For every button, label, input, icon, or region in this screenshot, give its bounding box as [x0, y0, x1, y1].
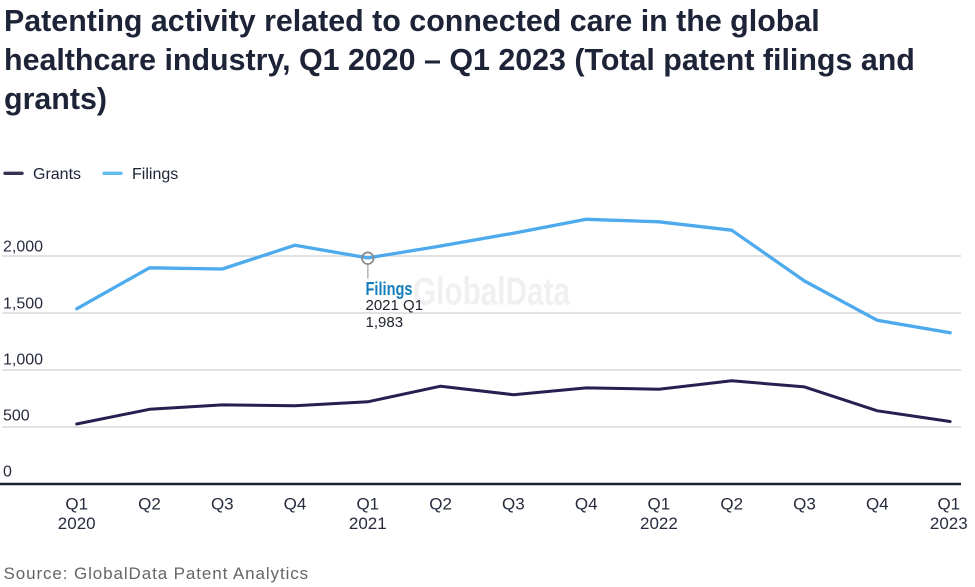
svg-text:Q4: Q4: [575, 495, 598, 514]
svg-text:Grants: Grants: [33, 166, 81, 183]
svg-text:Q3: Q3: [793, 495, 816, 514]
svg-text:2022: 2022: [640, 514, 678, 533]
svg-text:2,000: 2,000: [3, 239, 43, 256]
svg-text:Q2: Q2: [720, 495, 743, 514]
svg-text:2021: 2021: [349, 514, 387, 533]
svg-text:Patenting activity related to: Patenting activity related to connected …: [4, 4, 820, 38]
svg-text:Q1: Q1: [356, 495, 379, 514]
svg-text:1,000: 1,000: [3, 352, 43, 369]
svg-text:1,983: 1,983: [366, 314, 404, 331]
svg-text:healthcare industry, Q1 2020 –: healthcare industry, Q1 2020 – Q1 2023 (…: [4, 43, 915, 77]
svg-text:Q4: Q4: [284, 495, 307, 514]
svg-text:grants): grants): [4, 82, 107, 116]
svg-text:500: 500: [3, 408, 30, 425]
svg-text:Q3: Q3: [211, 495, 234, 514]
svg-text:Q2: Q2: [138, 495, 161, 514]
svg-text:2021 Q1: 2021 Q1: [366, 297, 424, 314]
svg-text:0: 0: [3, 464, 12, 481]
svg-text:Filings: Filings: [366, 279, 413, 299]
svg-text:Q1: Q1: [937, 495, 960, 514]
svg-text:Q3: Q3: [502, 495, 525, 514]
svg-text:1,500: 1,500: [3, 296, 43, 313]
svg-text:Q1: Q1: [648, 495, 671, 514]
svg-text:Q2: Q2: [429, 495, 452, 514]
svg-text:Filings: Filings: [132, 166, 178, 183]
svg-text:2020: 2020: [58, 514, 96, 533]
svg-text:2023: 2023: [930, 514, 968, 533]
svg-text:Q1: Q1: [65, 495, 88, 514]
svg-text:GlobalData: GlobalData: [413, 271, 570, 314]
svg-text:Q4: Q4: [866, 495, 889, 514]
svg-text:Source: GlobalData Patent Anal: Source: GlobalData Patent Analytics: [4, 564, 310, 583]
